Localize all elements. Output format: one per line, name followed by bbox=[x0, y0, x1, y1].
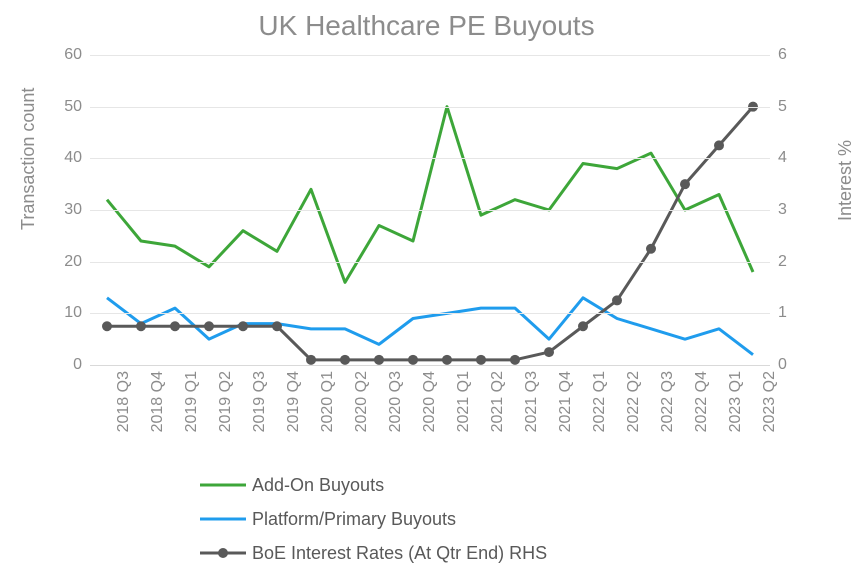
series-marker bbox=[544, 347, 554, 357]
series-marker bbox=[102, 321, 112, 331]
x-tick: 2022 Q2 bbox=[625, 365, 643, 432]
series-marker bbox=[272, 321, 282, 331]
series-marker bbox=[646, 244, 656, 254]
x-tick: 2023 Q2 bbox=[761, 365, 779, 432]
series-marker bbox=[442, 355, 452, 365]
y-tick-left: 10 bbox=[42, 304, 82, 322]
series-marker bbox=[204, 321, 214, 331]
gridline bbox=[90, 210, 770, 211]
x-tick: 2022 Q1 bbox=[591, 365, 609, 432]
y-tick-left: 40 bbox=[42, 149, 82, 167]
x-tick: 2019 Q3 bbox=[251, 365, 269, 432]
x-tick: 2020 Q4 bbox=[421, 365, 439, 432]
x-tick: 2021 Q1 bbox=[455, 365, 473, 432]
series-marker bbox=[238, 321, 248, 331]
x-tick: 2018 Q3 bbox=[115, 365, 133, 432]
gridline bbox=[90, 158, 770, 159]
series-marker bbox=[170, 321, 180, 331]
legend-swatch bbox=[200, 509, 246, 529]
series-line bbox=[107, 107, 753, 283]
gridline bbox=[90, 55, 770, 56]
x-tick: 2021 Q3 bbox=[523, 365, 541, 432]
x-tick: 2022 Q3 bbox=[659, 365, 677, 432]
y-axis-right-label: Interest % bbox=[835, 140, 853, 221]
gridline bbox=[90, 262, 770, 263]
y-tick-right: 3 bbox=[778, 201, 808, 219]
series-marker bbox=[476, 355, 486, 365]
gridline bbox=[90, 107, 770, 108]
x-tick: 2019 Q1 bbox=[183, 365, 201, 432]
x-tick: 2020 Q1 bbox=[319, 365, 337, 432]
series-marker bbox=[680, 179, 690, 189]
series-marker bbox=[408, 355, 418, 365]
series-marker bbox=[374, 355, 384, 365]
y-tick-left: 50 bbox=[42, 98, 82, 116]
y-tick-left: 60 bbox=[42, 46, 82, 64]
x-tick: 2023 Q1 bbox=[727, 365, 745, 432]
series-marker bbox=[714, 140, 724, 150]
y-tick-right: 4 bbox=[778, 149, 808, 167]
gridline bbox=[90, 313, 770, 314]
y-tick-right: 0 bbox=[778, 356, 808, 374]
series-marker bbox=[136, 321, 146, 331]
legend-swatch bbox=[200, 543, 246, 563]
legend-label: Platform/Primary Buyouts bbox=[252, 509, 456, 530]
y-tick-right: 6 bbox=[778, 46, 808, 64]
series-marker bbox=[340, 355, 350, 365]
series-marker bbox=[510, 355, 520, 365]
y-tick-right: 5 bbox=[778, 98, 808, 116]
legend-label: Add-On Buyouts bbox=[252, 475, 384, 496]
series-line bbox=[107, 107, 753, 360]
chart-container: UK Healthcare PE Buyouts Transaction cou… bbox=[0, 0, 853, 583]
legend: Add-On Buyouts Platform/Primary Buyouts Bo… bbox=[200, 470, 547, 572]
legend-item: Add-On Buyouts bbox=[200, 470, 547, 500]
y-tick-left: 30 bbox=[42, 201, 82, 219]
x-tick: 2020 Q2 bbox=[353, 365, 371, 432]
legend-label: BoE Interest Rates (At Qtr End) RHS bbox=[252, 543, 547, 564]
y-tick-left: 20 bbox=[42, 253, 82, 271]
y-tick-right: 2 bbox=[778, 253, 808, 271]
legend-swatch bbox=[200, 475, 246, 495]
x-tick: 2020 Q3 bbox=[387, 365, 405, 432]
x-tick: 2018 Q4 bbox=[149, 365, 167, 432]
legend-item: BoE Interest Rates (At Qtr End) RHS bbox=[200, 538, 547, 568]
x-tick: 2022 Q4 bbox=[693, 365, 711, 432]
y-tick-right: 1 bbox=[778, 304, 808, 322]
x-tick: 2021 Q4 bbox=[557, 365, 575, 432]
x-tick: 2019 Q2 bbox=[217, 365, 235, 432]
y-tick-left: 0 bbox=[42, 356, 82, 374]
series-marker bbox=[612, 295, 622, 305]
x-tick: 2021 Q2 bbox=[489, 365, 507, 432]
x-tick: 2019 Q4 bbox=[285, 365, 303, 432]
legend-item: Platform/Primary Buyouts bbox=[200, 504, 547, 534]
series-marker bbox=[306, 355, 316, 365]
series-marker bbox=[578, 321, 588, 331]
y-axis-left-label: Transaction count bbox=[18, 88, 39, 230]
plot-area: 010203040506001234562018 Q32018 Q42019 Q… bbox=[90, 55, 770, 366]
chart-title: UK Healthcare PE Buyouts bbox=[0, 10, 853, 42]
